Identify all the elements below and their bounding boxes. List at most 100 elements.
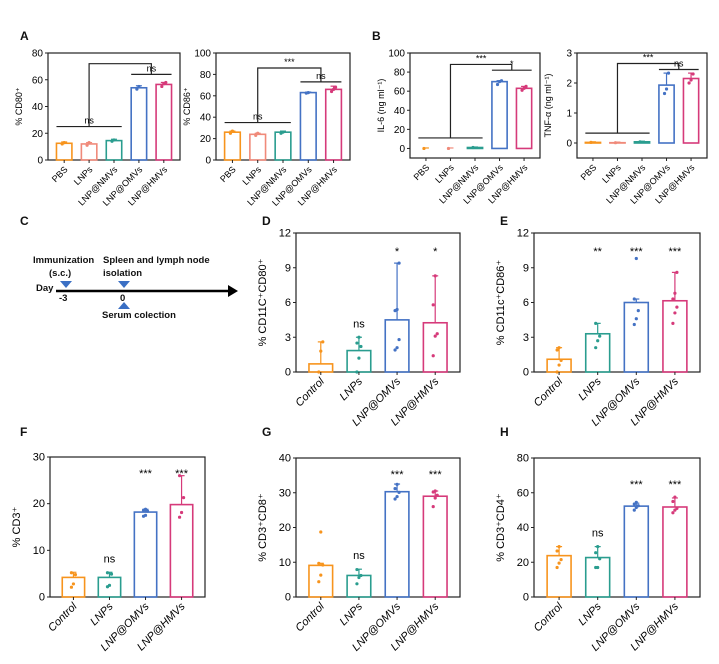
y-tick-label: 6: [523, 297, 529, 309]
significance-label: ns: [104, 553, 116, 565]
significance-label: *: [433, 246, 438, 258]
data-point: [160, 84, 164, 89]
significance-label: ***: [668, 246, 682, 258]
data-point: [177, 515, 182, 519]
panel-label-e: E: [500, 214, 509, 228]
y-tick-label: 60: [517, 487, 529, 499]
data-point: [179, 510, 184, 515]
data-point: [395, 307, 399, 312]
data-point: [594, 346, 598, 350]
data-point: [433, 489, 437, 493]
data-point: [317, 580, 321, 584]
data-point: [357, 575, 361, 580]
y-tick-label: 100: [388, 49, 405, 60]
data-point: [632, 322, 636, 327]
y-axis-label: TNF-α (ng ml⁻¹): [543, 74, 553, 138]
event-immunization-day: -3: [59, 293, 68, 304]
bar-pbs: [223, 131, 242, 161]
data-point: [319, 530, 323, 534]
data-point: [596, 545, 600, 549]
bar-lnp-omvs: [623, 301, 650, 373]
timeline-day-label: Day: [36, 283, 54, 294]
data-point: [393, 348, 397, 352]
data-point: [675, 506, 679, 510]
y-tick-label: 6: [285, 297, 291, 309]
bar-lnp-nmvs: [466, 146, 484, 150]
data-point: [435, 493, 439, 497]
data-point: [431, 303, 435, 307]
x-tick-label: LNPs: [338, 375, 366, 403]
significance-bracket: [257, 67, 322, 123]
data-point: [435, 332, 439, 336]
y-tick-label: 3: [523, 332, 529, 344]
data-point: [673, 495, 677, 499]
y-tick-label: 30: [279, 487, 291, 499]
data-point: [559, 358, 563, 363]
data-point: [254, 133, 258, 137]
significance-label: ***: [668, 479, 682, 491]
x-tick-label: LNPs: [576, 600, 604, 628]
data-point: [524, 84, 528, 89]
data-point: [331, 87, 336, 91]
data-point: [105, 571, 110, 575]
y-tick-label: 0: [205, 156, 211, 167]
data-point: [594, 321, 598, 325]
data-point: [357, 356, 361, 360]
plot-frame: [409, 52, 541, 159]
data-point: [632, 508, 636, 512]
y-tick-label: 12: [279, 228, 291, 240]
bar-lnp-omvs: [384, 319, 410, 373]
data-point: [691, 72, 695, 76]
bar-lnps: [249, 133, 267, 161]
y-tick-label: 0: [39, 592, 45, 604]
event-immunization-line2: (s.c.): [49, 268, 72, 279]
y-tick-label: 2: [566, 79, 572, 90]
x-tick-label: Control: [532, 600, 566, 634]
data-point: [319, 573, 323, 577]
y-tick-label: 20: [200, 134, 212, 145]
data-point: [446, 146, 451, 151]
bar-control: [61, 576, 86, 598]
x-tick-label: LNPs: [576, 375, 604, 403]
y-axis-label: % CD11c⁺CD86⁺: [495, 260, 507, 346]
data-point: [355, 341, 359, 345]
bar-lnp-hmvs: [422, 321, 448, 373]
data-point: [69, 571, 74, 575]
data-point: [499, 79, 504, 83]
y-tick-label: 40: [279, 453, 291, 465]
significance-label: ***: [284, 57, 295, 67]
data-point: [306, 90, 310, 95]
bar-lnp-omvs: [491, 80, 508, 150]
data-point: [359, 344, 363, 349]
y-axis-label: % CD11C⁺CD80⁺: [257, 258, 269, 346]
significance-label: ns: [353, 550, 365, 562]
y-axis-label: % CD86⁺: [182, 87, 192, 126]
bar-lnps: [97, 576, 122, 598]
data-point: [555, 549, 559, 553]
y-tick-label: 10: [279, 557, 291, 569]
data-point: [634, 500, 638, 504]
data-point: [433, 334, 437, 338]
bar-lnp-hmvs: [662, 506, 688, 598]
data-point: [557, 561, 561, 565]
x-tick-label: LNPs: [72, 164, 95, 187]
data-point: [596, 339, 600, 343]
data-point: [107, 583, 112, 587]
data-point: [632, 297, 636, 301]
data-point: [329, 89, 334, 94]
data-point: [228, 131, 233, 135]
y-tick-label: 9: [285, 262, 291, 274]
bar-lnp-omvs: [299, 91, 317, 161]
x-tick-label: PBS: [50, 164, 70, 184]
bar-lnp-omvs: [658, 84, 675, 144]
data-point: [433, 274, 437, 278]
bar-lnps: [346, 349, 372, 373]
bar-lnp-omvs: [133, 511, 158, 598]
bar-control: [308, 363, 334, 373]
bar-lnp-omvs: [384, 490, 410, 598]
panel-label-f: F: [20, 425, 28, 439]
x-tick-label: PBS: [412, 162, 432, 182]
